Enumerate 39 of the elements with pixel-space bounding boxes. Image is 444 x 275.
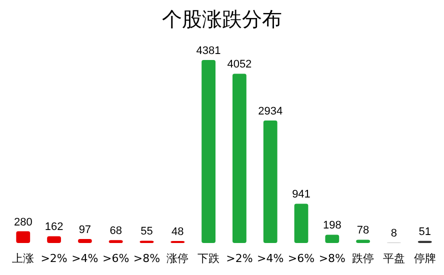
data-label: 941 — [292, 188, 310, 201]
data-label: 162 — [44, 221, 64, 234]
x-tick-label: >8% — [133, 252, 160, 265]
data-label: 2934 — [258, 105, 283, 118]
bar — [325, 234, 340, 243]
x-tick-label: >8% — [318, 252, 346, 265]
data-label: 4381 — [196, 45, 221, 57]
x-tick-label: >6% — [288, 252, 315, 265]
bar — [263, 120, 278, 243]
bar — [108, 240, 123, 243]
data-label: 48 — [172, 226, 184, 238]
bar — [16, 231, 30, 243]
bar — [78, 238, 92, 243]
data-label: 78 — [356, 224, 370, 237]
chart-title: 个股涨跌分布 — [162, 7, 282, 31]
x-tick-label: >6% — [102, 252, 130, 265]
x-tick-label: 平盘 — [382, 252, 405, 265]
bar — [356, 240, 370, 243]
bar — [47, 236, 61, 243]
x-tick-label: >4% — [72, 252, 98, 265]
x-tick-label: >4% — [257, 252, 284, 265]
x-tick-label: 停牌 — [414, 252, 436, 265]
x-tick-label: >2% — [40, 252, 68, 265]
data-label: 68 — [110, 225, 122, 238]
x-tick-label: 涨停 — [166, 252, 189, 265]
bar — [232, 74, 246, 243]
data-label: 4052 — [227, 58, 252, 71]
data-label: 55 — [140, 226, 153, 238]
x-tick-label: 跌停 — [352, 252, 374, 265]
x-tick-label: 上涨 — [12, 252, 34, 265]
data-label: 97 — [78, 224, 92, 236]
x-tick-label: 下跌 — [198, 252, 220, 265]
data-label: 198 — [322, 220, 342, 232]
x-tick-label: >2% — [226, 252, 253, 265]
data-label: 51 — [418, 226, 431, 238]
bar — [294, 204, 308, 243]
data-label: 280 — [14, 216, 32, 228]
bar — [202, 60, 216, 243]
data-label: 8 — [390, 228, 398, 240]
